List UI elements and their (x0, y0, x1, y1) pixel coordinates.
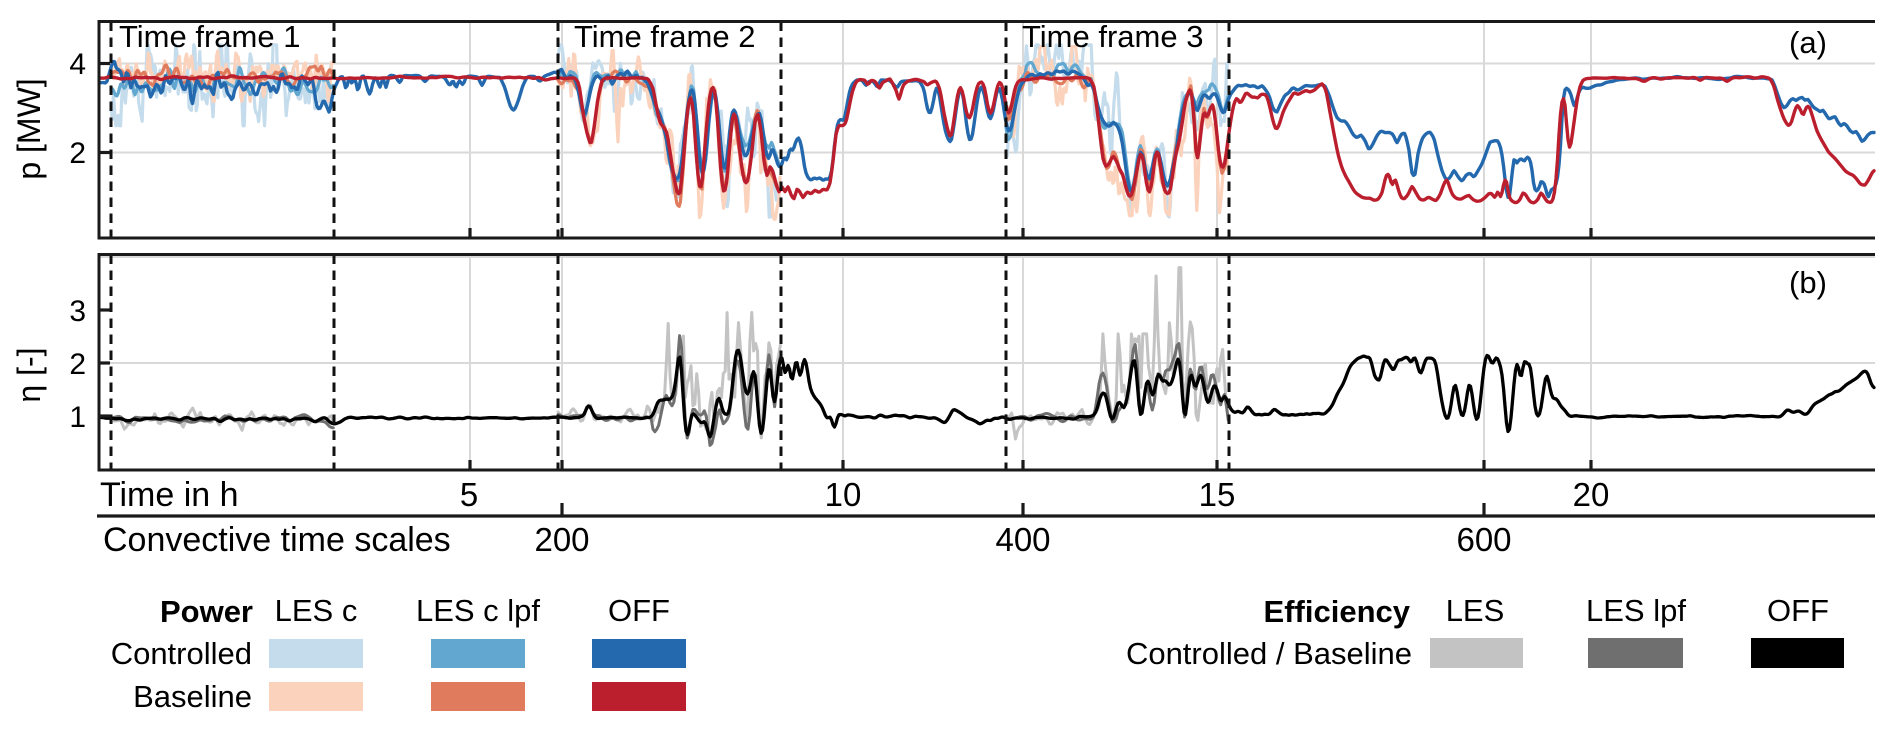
svg-text:200: 200 (534, 521, 589, 558)
svg-text:Time frame 3: Time frame 3 (1022, 19, 1203, 54)
svg-text:(a): (a) (1789, 25, 1827, 60)
svg-text:Power: Power (160, 594, 253, 629)
svg-text:η [-]: η [-] (11, 347, 47, 402)
svg-text:LES c lpf: LES c lpf (416, 593, 540, 628)
svg-text:OFF: OFF (1767, 593, 1829, 628)
svg-text:LES lpf: LES lpf (1586, 593, 1686, 628)
svg-text:15: 15 (1199, 476, 1236, 513)
svg-text:Time frame 2: Time frame 2 (574, 19, 755, 54)
svg-text:OFF: OFF (608, 593, 670, 628)
svg-text:(b): (b) (1789, 265, 1827, 300)
svg-text:20: 20 (1573, 476, 1610, 513)
svg-text:10: 10 (825, 476, 862, 513)
svg-text:600: 600 (1456, 521, 1511, 558)
svg-text:Time in h: Time in h (100, 476, 239, 514)
svg-text:LES c: LES c (275, 593, 358, 628)
svg-text:Time frame 1: Time frame 1 (119, 19, 300, 54)
svg-text:LES: LES (1446, 593, 1505, 628)
svg-text:400: 400 (995, 521, 1050, 558)
svg-text:3: 3 (69, 295, 86, 328)
svg-text:Controlled / Baseline: Controlled / Baseline (1126, 636, 1412, 671)
svg-text:p [MW]: p [MW] (11, 78, 47, 179)
svg-text:Efficiency: Efficiency (1264, 594, 1411, 629)
svg-text:1: 1 (69, 401, 86, 434)
svg-text:Convective time scales: Convective time scales (103, 521, 451, 559)
svg-text:2: 2 (69, 137, 86, 170)
svg-text:Baseline: Baseline (133, 679, 252, 714)
svg-text:5: 5 (460, 476, 478, 513)
svg-text:Controlled: Controlled (111, 636, 252, 671)
svg-text:2: 2 (69, 348, 86, 381)
svg-text:4: 4 (69, 48, 86, 81)
